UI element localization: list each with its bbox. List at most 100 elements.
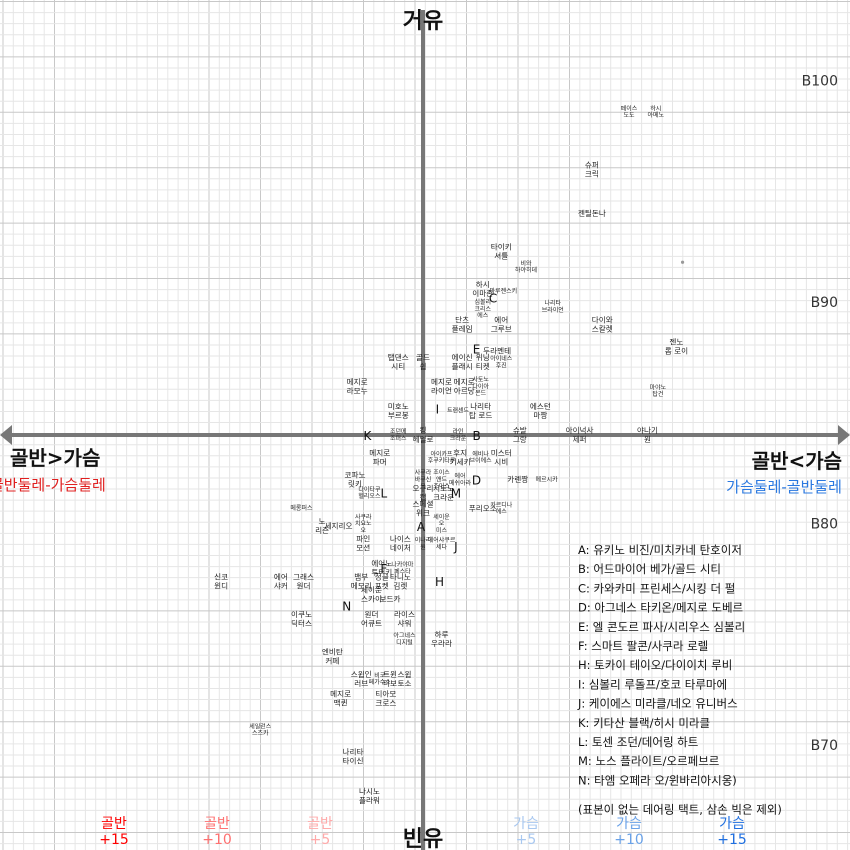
x-tick-labels: 골반 +15 골반 +10 골반 +5 가슴 +5 가슴 +10 가슴 +15	[99, 816, 747, 848]
data-point-label: 트윈 터보	[383, 670, 397, 688]
data-point-label: 나리타 탑 로드	[469, 402, 492, 420]
group-letter: D	[472, 473, 481, 487]
data-point-label: 조이스 앤드 조이스	[433, 469, 450, 491]
data-point-label: 메지로 맥퀸	[330, 690, 351, 708]
group-letter: I	[436, 402, 440, 416]
data-point-label: 젠노 롭 로이	[665, 338, 688, 356]
group-letter: M	[451, 487, 461, 501]
data-point-label: 카르디나 에스	[490, 501, 513, 516]
legend: A: 유키노 비진/미치카네 탄호이저 B: 어드마이어 베가/골드 시티 C: 카…	[577, 543, 782, 817]
data-point-label: 탭댄스 시티	[388, 353, 409, 371]
y-tick-label: B80	[811, 517, 838, 533]
data-point-label: 메르시카	[536, 475, 559, 483]
data-point-label: 슈발 그랑	[513, 425, 527, 444]
data-point-label: 라인 크라운	[450, 428, 467, 443]
data-point-label: 다이와 스칼렛	[592, 314, 613, 333]
data-point-label: 마야노 탑건	[650, 383, 667, 398]
legend-entry: N: 타엠 오페라 오/윈바리아시옹)	[578, 773, 737, 787]
data-point-label: 두라멘테	[483, 346, 511, 355]
group-letter: L	[381, 487, 388, 501]
data-point-label: 타이키 셔틀	[491, 241, 512, 260]
data-point-label: 트랜센드	[447, 407, 470, 415]
y-tick-label: B100	[802, 74, 838, 90]
data-point-label: 파인 모션	[356, 534, 370, 553]
data-point-label: 나카야마 페스타	[391, 561, 414, 576]
group-letter: F	[380, 562, 387, 576]
data-point-label: 카렌짱	[507, 474, 528, 484]
data-point-label: 이나리 원	[415, 536, 432, 551]
data-point-label: 사토노 다이아 몬드	[472, 376, 489, 398]
group-letter: B	[472, 429, 480, 443]
axis-labels: 거유 빈유 골반>가슴 골반둘레-가슴둘레 골반<가슴 가슴둘레-골반둘레	[0, 9, 842, 850]
data-point-label: 조던메 조퍼스	[390, 428, 407, 443]
data-point-label: 티아모 크로스	[375, 689, 396, 708]
data-point-label: 세지리오	[325, 521, 353, 530]
data-point-label: 하시 아메노	[647, 104, 664, 119]
data-point-label: 메지로 라이언	[431, 377, 452, 395]
data-point-label: 메지로 라모누	[347, 377, 368, 395]
data-point-label: 보드카	[380, 595, 401, 604]
axis-label-top: 거유	[403, 9, 443, 34]
data-point-label: 에이신 플래시	[452, 352, 473, 371]
axis-label-right-sub: 가슴둘레-골반둘레	[726, 478, 842, 496]
legend-entry: B: 어드마이어 베가/골드 시티	[578, 562, 721, 576]
data-point-label: 스윕인 러브	[351, 669, 372, 688]
data-point-label: 코파노 릿키	[345, 470, 366, 488]
data-point-label: 아그네스 디지털	[393, 631, 416, 646]
y-tick-label: B70	[811, 738, 838, 754]
data-point-label: 미호노 부르봉	[388, 402, 409, 420]
data-point-label: 단츠 플레임	[452, 314, 473, 333]
legend-entry: D: 아그네스 타키온/메지로 도베르	[578, 601, 743, 615]
axis-label-right: 골반<가슴	[752, 449, 842, 473]
data-point-label: 에어샤쿠르 세다	[428, 536, 456, 551]
legend-entry: C: 카와카미 프린세스/시킹 더 펄	[578, 581, 735, 595]
y-tick-label: B90	[811, 295, 838, 311]
group-letter: A	[417, 520, 426, 534]
data-point-label: 신코 윈디	[214, 572, 228, 590]
data-point-label: 오구리 캡	[413, 484, 434, 502]
data-point-label: 메롱퍼스	[290, 504, 313, 512]
data-point-label: 미스터 시비	[491, 448, 512, 466]
data-point-label: 하루 우라라	[431, 629, 452, 648]
data-point-label: 다이타쿠 헬리오스	[358, 485, 381, 500]
data-point-label: 후지 키세키	[450, 448, 471, 466]
data-point-label: 시토노 크라운	[433, 484, 454, 502]
group-letter: N	[342, 600, 351, 614]
stray-dot	[680, 260, 685, 264]
data-point-label: 나시노 플라워	[359, 787, 380, 805]
data-point-label: 이쿠노 딕터스	[291, 609, 312, 628]
legend-entry: F: 스마트 팔콘/사쿠라 로렐	[578, 639, 708, 653]
right-arrow-icon	[838, 425, 850, 445]
data-point-label: 푸리오소	[469, 504, 497, 513]
axis-label-bottom: 빈유	[403, 827, 443, 850]
data-point-label: 뱀부 메모리	[351, 571, 372, 590]
x-tick-label: 골반 +15	[99, 816, 129, 848]
legend-entry: E: 엘 콘도르 파사/시리우스 심볼리	[578, 620, 745, 634]
group-letter: K	[363, 429, 372, 443]
x-tick-label: 골반 +10	[202, 816, 232, 848]
data-point-label: 메지로 아르당	[454, 377, 475, 395]
legend-entry: A: 유키노 비진/미치카네 탄호이저	[578, 543, 742, 557]
data-point-label: 에어 그루브	[491, 314, 512, 333]
data-point-label: 메지로 파머	[369, 448, 390, 466]
data-point-label: 야나기 원	[637, 425, 658, 444]
data-point-label: 아이카프 후쿠키타루	[428, 450, 456, 465]
data-point-label: 노 리즌	[315, 517, 329, 535]
data-point-label: 아이네스 후진	[490, 355, 513, 370]
data-point-label: 세이운 오 미스	[433, 513, 450, 535]
y-tick-labels: B100 B90 B80 B70	[802, 74, 838, 754]
data-point-label: 페이스 도도	[621, 104, 638, 119]
legend-entry: L: 토센 조던/데어링 하트	[578, 735, 698, 749]
group-letter: H	[435, 575, 444, 589]
data-point-label: 타니노 김렛	[390, 572, 411, 590]
data-point-label: 에비나 브이에스	[470, 450, 493, 465]
data-point-label: 심볼리 크리스 에스	[474, 298, 491, 320]
data-point-label: 슈퍼 크릭	[585, 160, 599, 178]
axis-label-left: 골반>가슴	[10, 446, 100, 470]
group-letter: E	[473, 343, 481, 357]
group-letters: C E I K B D L M A J F H N	[342, 292, 497, 614]
data-point-label: 스페셜 위크	[413, 498, 434, 517]
data-point-label: 젠틸돈나	[578, 209, 606, 218]
legend-entry: H: 토카이 테이오/다이이치 루비	[578, 658, 732, 672]
